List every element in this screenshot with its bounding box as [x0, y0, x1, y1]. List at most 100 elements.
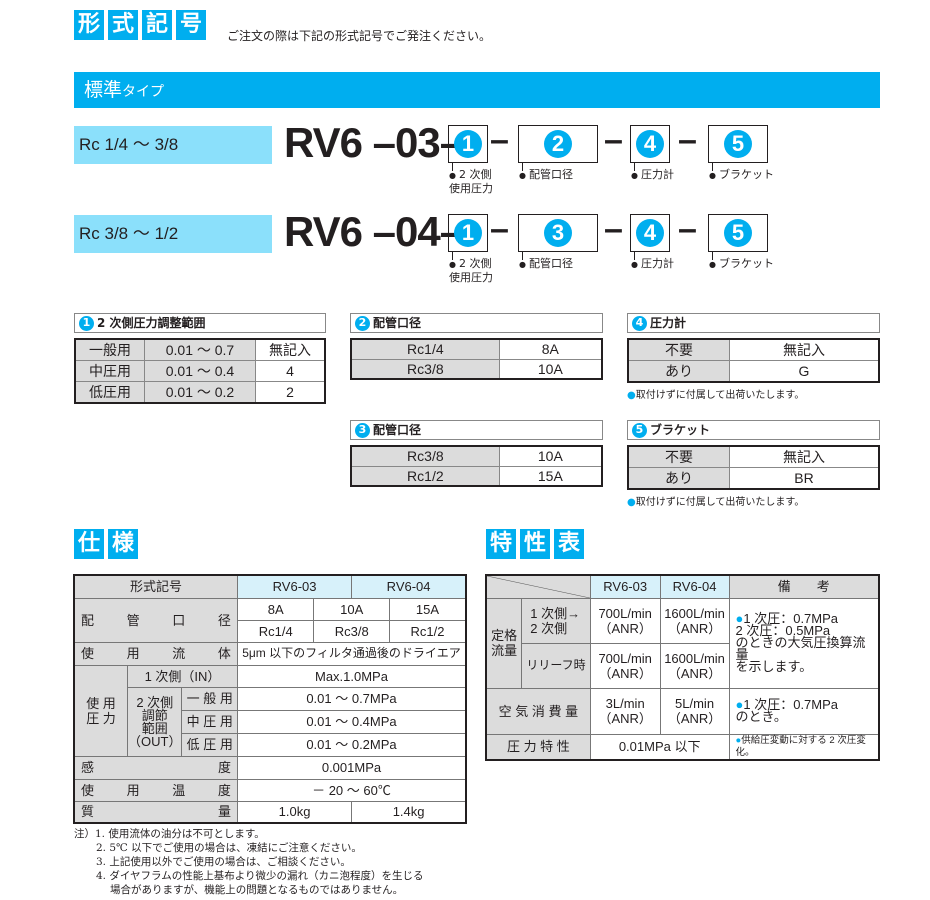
model-code: RV6 –04– — [284, 208, 463, 255]
air-remark: ●1 次圧：0.7MPa のとき。 — [728, 687, 880, 735]
heading-char: 性 — [520, 529, 550, 559]
port-a: 10A — [313, 597, 390, 621]
port-rc: Rc1/2 — [388, 619, 467, 643]
code-slot-2: 4 — [630, 125, 670, 163]
option-cell: 0.01 ～ 0.2 — [143, 381, 257, 404]
number-icon: 2 — [544, 130, 572, 158]
standard-type-bar: 標準タイプ — [74, 72, 880, 108]
separator-dash: – — [604, 210, 623, 248]
heading-char: 仕 — [74, 529, 104, 559]
option-title: 配管口径 — [373, 316, 422, 330]
option-table-3: 3 配管口径 Rc3/8 10A Rc1/2 15A — [350, 420, 603, 487]
option-cell: 10A — [498, 358, 603, 380]
option-cell: 不要 — [627, 338, 730, 361]
spec-heading: 仕様 — [74, 529, 142, 559]
slot-label: ブラケット — [709, 168, 774, 182]
flow-direction-label: 1 次側→ 2 次側 — [521, 597, 591, 644]
port-label: 配管口径 — [81, 612, 231, 628]
separator-dash: – — [678, 210, 697, 248]
option-cell: 不要 — [627, 445, 730, 468]
port-a: 15A — [388, 597, 467, 621]
option-cell: 中圧用 — [74, 360, 145, 382]
slot-label: 配管口径 — [519, 168, 573, 182]
code-slot-1: 3 — [518, 214, 598, 252]
sensitivity-value: 0.001MPa — [236, 755, 467, 780]
option-cell: 無記入 — [728, 338, 880, 361]
spec-table: 形式記号 RV6-03 RV6-04 配管口径 8A 10A 15A Rc1/4 Rc3/… — [73, 574, 467, 824]
option-note: 取付けずに付属して出荷いたします。 — [627, 493, 880, 508]
section-title-model-code: 形式記号 — [74, 10, 210, 40]
option-title: 2 次側圧力調整範囲 — [97, 316, 206, 330]
option-cell: Rc1/2 — [350, 465, 500, 487]
option-cell: 低圧用 — [74, 381, 145, 404]
spec-notes: 注）1. 使用流体の油分は不可とします。 2. 5℃ 以下でご使用の場合は、凍結… — [74, 827, 424, 897]
number-icon: 1 — [454, 219, 482, 247]
air-value: 3L/min （ANR） — [589, 687, 661, 735]
option-note: 取付けずに付属して出荷いたします。 — [627, 386, 880, 401]
heading-char: 表 — [554, 529, 584, 559]
title-char: 式 — [108, 10, 138, 40]
code-slot-3: 5 — [708, 125, 768, 163]
mass-value: 1.0kg — [236, 800, 353, 824]
temperature-label: 使用温度 — [81, 782, 231, 798]
leader-line — [452, 163, 453, 171]
option-cell: G — [728, 360, 880, 383]
option-cell: 0.01 ～ 0.7 — [143, 338, 257, 361]
model-col: RV6-04 — [351, 574, 467, 599]
slot-label: 2 次側 使用圧力 — [449, 257, 493, 284]
option-cell: 15A — [498, 465, 603, 487]
mass-value: 1.4kg — [351, 800, 467, 824]
remarks-header: 備 考 — [728, 574, 880, 599]
code-slot-0: 1 — [448, 214, 488, 252]
leader-line — [522, 252, 523, 260]
note: 3. 上記使用以外でご使用の場合は、ご相談ください。 — [96, 856, 351, 868]
number-icon: 5 — [724, 219, 752, 247]
fluid-value: 5μm 以下のフィルタ通過後のドライエア — [236, 641, 467, 666]
separator-dash: – — [490, 121, 509, 159]
model-col: RV6-03 — [236, 574, 353, 599]
pc-remark: ●供給圧変動に対する 2 次圧変化。 — [728, 733, 880, 760]
separator-dash: – — [490, 210, 509, 248]
option-title: ブラケット — [650, 423, 711, 437]
option-cell: 4 — [255, 360, 326, 382]
slot-label: ブラケット — [709, 257, 774, 271]
option-cell: Rc1/4 — [350, 338, 500, 360]
characteristics-heading: 特性表 — [486, 529, 588, 559]
heading-char: 特 — [486, 529, 516, 559]
note: 注）1. 使用流体の油分は不可とします。 — [74, 828, 265, 840]
number-icon: 4 — [636, 219, 664, 247]
flow-value: 1600L/min （ANR） — [659, 597, 730, 644]
title-char: 形 — [74, 10, 104, 40]
port-rc: Rc1/4 — [236, 619, 315, 643]
diagonal-corner — [485, 574, 591, 599]
temperature-value: － 20 ～ 60℃ — [236, 778, 467, 802]
number-3-icon: 3 — [355, 422, 370, 438]
title-char: 記 — [142, 10, 172, 40]
number-4-icon: 4 — [632, 315, 647, 331]
fluid-label: 使用流体 — [81, 646, 231, 661]
port-rc: Rc3/8 — [313, 619, 390, 643]
flow-value: 700L/min （ANR） — [589, 597, 661, 644]
number-icon: 5 — [724, 130, 752, 158]
pressure-characteristic-value: 0.01MPa 以下 — [589, 733, 730, 760]
code-slot-2: 4 — [630, 214, 670, 252]
option-cell: 無記入 — [728, 445, 880, 468]
secondary-label: 2 次側 調節 範囲 （OUT） — [127, 686, 183, 757]
code-slot-0: 1 — [448, 125, 488, 163]
order-instruction: ご注文の際は下記の形式記号でご発注ください。 — [227, 29, 492, 43]
port-a: 8A — [236, 597, 315, 621]
number-5-icon: 5 — [632, 422, 647, 438]
pressure-label: 使 用 圧 力 — [73, 664, 129, 757]
flow-value: 700L/min （ANR） — [589, 642, 661, 689]
range-value: 0.01 ～ 0.7MPa — [236, 686, 467, 711]
slot-label: 2 次側 使用圧力 — [449, 168, 493, 195]
air-consumption-label: 空 気 消 費 量 — [485, 687, 591, 735]
heading-char: 様 — [108, 529, 138, 559]
leader-line — [712, 252, 713, 260]
title-char: 号 — [176, 10, 206, 40]
separator-dash: – — [678, 121, 697, 159]
option-cell: 一般用 — [74, 338, 145, 361]
mass-label: 質量 — [81, 804, 231, 820]
characteristics-table: RV6-03 RV6-04 備 考 定格 流量 1 次側→ 2 次側 700L/min … — [485, 574, 880, 761]
